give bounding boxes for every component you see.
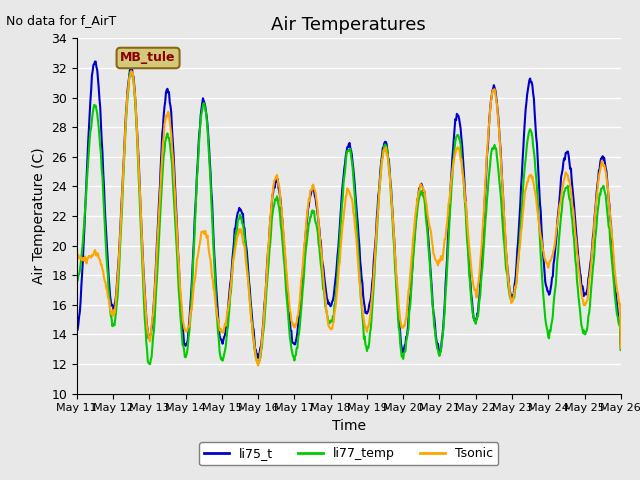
Tsonic [216,328,224,334]
Line: li75_t: li75_t [77,61,621,358]
li77_temp [449,174,456,180]
li75_t [342,153,349,159]
li75_t [254,355,262,361]
Tsonic [617,346,625,351]
li77_temp [342,160,349,166]
li75_t [92,59,100,64]
li77_temp [217,357,225,362]
Tsonic [193,256,201,262]
Tsonic [395,302,403,308]
li75_t [449,156,456,161]
X-axis label: Time: Time [332,419,366,433]
Tsonic [449,169,456,175]
Tsonic [127,68,135,74]
Line: li77_temp: li77_temp [77,72,621,364]
Text: No data for f_AirT: No data for f_AirT [6,14,116,27]
Text: MB_tule: MB_tule [120,51,176,64]
li77_temp [568,219,576,225]
Title: Air Temperatures: Air Temperatures [271,16,426,34]
Tsonic [342,194,349,200]
li77_temp [147,361,154,367]
li77_temp [617,347,625,353]
Tsonic [254,363,262,369]
li75_t [568,185,576,191]
Line: Tsonic: Tsonic [77,71,621,366]
Tsonic [73,250,81,255]
li75_t [193,172,201,178]
li77_temp [73,278,81,284]
li77_temp [194,167,202,172]
li77_temp [395,324,403,330]
Tsonic [568,204,576,209]
li75_t [216,336,224,342]
Y-axis label: Air Temperature (C): Air Temperature (C) [31,148,45,284]
li75_t [395,315,403,321]
li75_t [617,346,625,351]
li75_t [73,328,81,334]
li77_temp [127,69,134,74]
Legend: li75_t, li77_temp, Tsonic: li75_t, li77_temp, Tsonic [199,443,499,466]
